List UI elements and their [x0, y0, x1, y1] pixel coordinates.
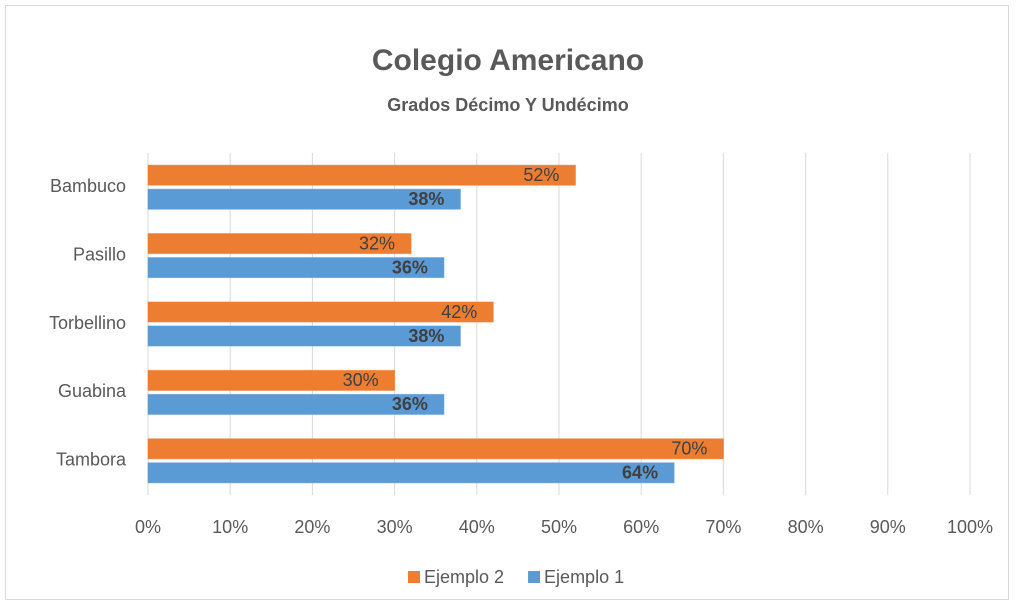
legend-label: Ejemplo 2 [424, 567, 504, 587]
x-tick-label: 70% [705, 517, 741, 537]
data-label: 70% [671, 439, 707, 459]
bar [147, 462, 675, 484]
y-tick-label: Pasillo [73, 244, 126, 264]
y-tick-label: Torbellino [49, 313, 126, 333]
x-tick-label: 100% [947, 517, 993, 537]
x-tick-label: 30% [377, 517, 413, 537]
bar [147, 438, 724, 460]
data-label: 30% [343, 370, 379, 390]
legend-swatch [408, 571, 420, 583]
data-label: 38% [408, 326, 444, 346]
data-label: 52% [523, 165, 559, 185]
bar [147, 257, 445, 279]
y-tick-label: Guabina [58, 381, 127, 401]
x-tick-label: 0% [135, 517, 161, 537]
bar [147, 301, 494, 323]
x-tick-label: 80% [788, 517, 824, 537]
x-tick-label: 40% [459, 517, 495, 537]
chart-title: Colegio Americano [372, 44, 644, 77]
data-label: 38% [408, 189, 444, 209]
chart-subtitle: Grados Décimo Y Undécimo [387, 95, 628, 115]
legend-label: Ejemplo 1 [544, 567, 624, 587]
data-label: 36% [392, 394, 428, 414]
bar [147, 393, 445, 415]
x-tick-label: 90% [870, 517, 906, 537]
bar [147, 325, 461, 347]
x-tick-label: 60% [623, 517, 659, 537]
bar [147, 188, 461, 210]
data-label: 32% [359, 233, 395, 253]
bar [147, 164, 576, 186]
bar [147, 369, 396, 391]
x-tick-label: 50% [541, 517, 577, 537]
data-label: 36% [392, 257, 428, 277]
y-tick-label: Tambora [56, 450, 127, 470]
data-label: 42% [441, 302, 477, 322]
x-tick-label: 10% [212, 517, 248, 537]
bar [147, 233, 412, 255]
x-tick-label: 20% [294, 517, 330, 537]
y-tick-label: Bambuco [50, 176, 126, 196]
legend-swatch [528, 571, 541, 583]
data-label: 64% [622, 463, 658, 483]
